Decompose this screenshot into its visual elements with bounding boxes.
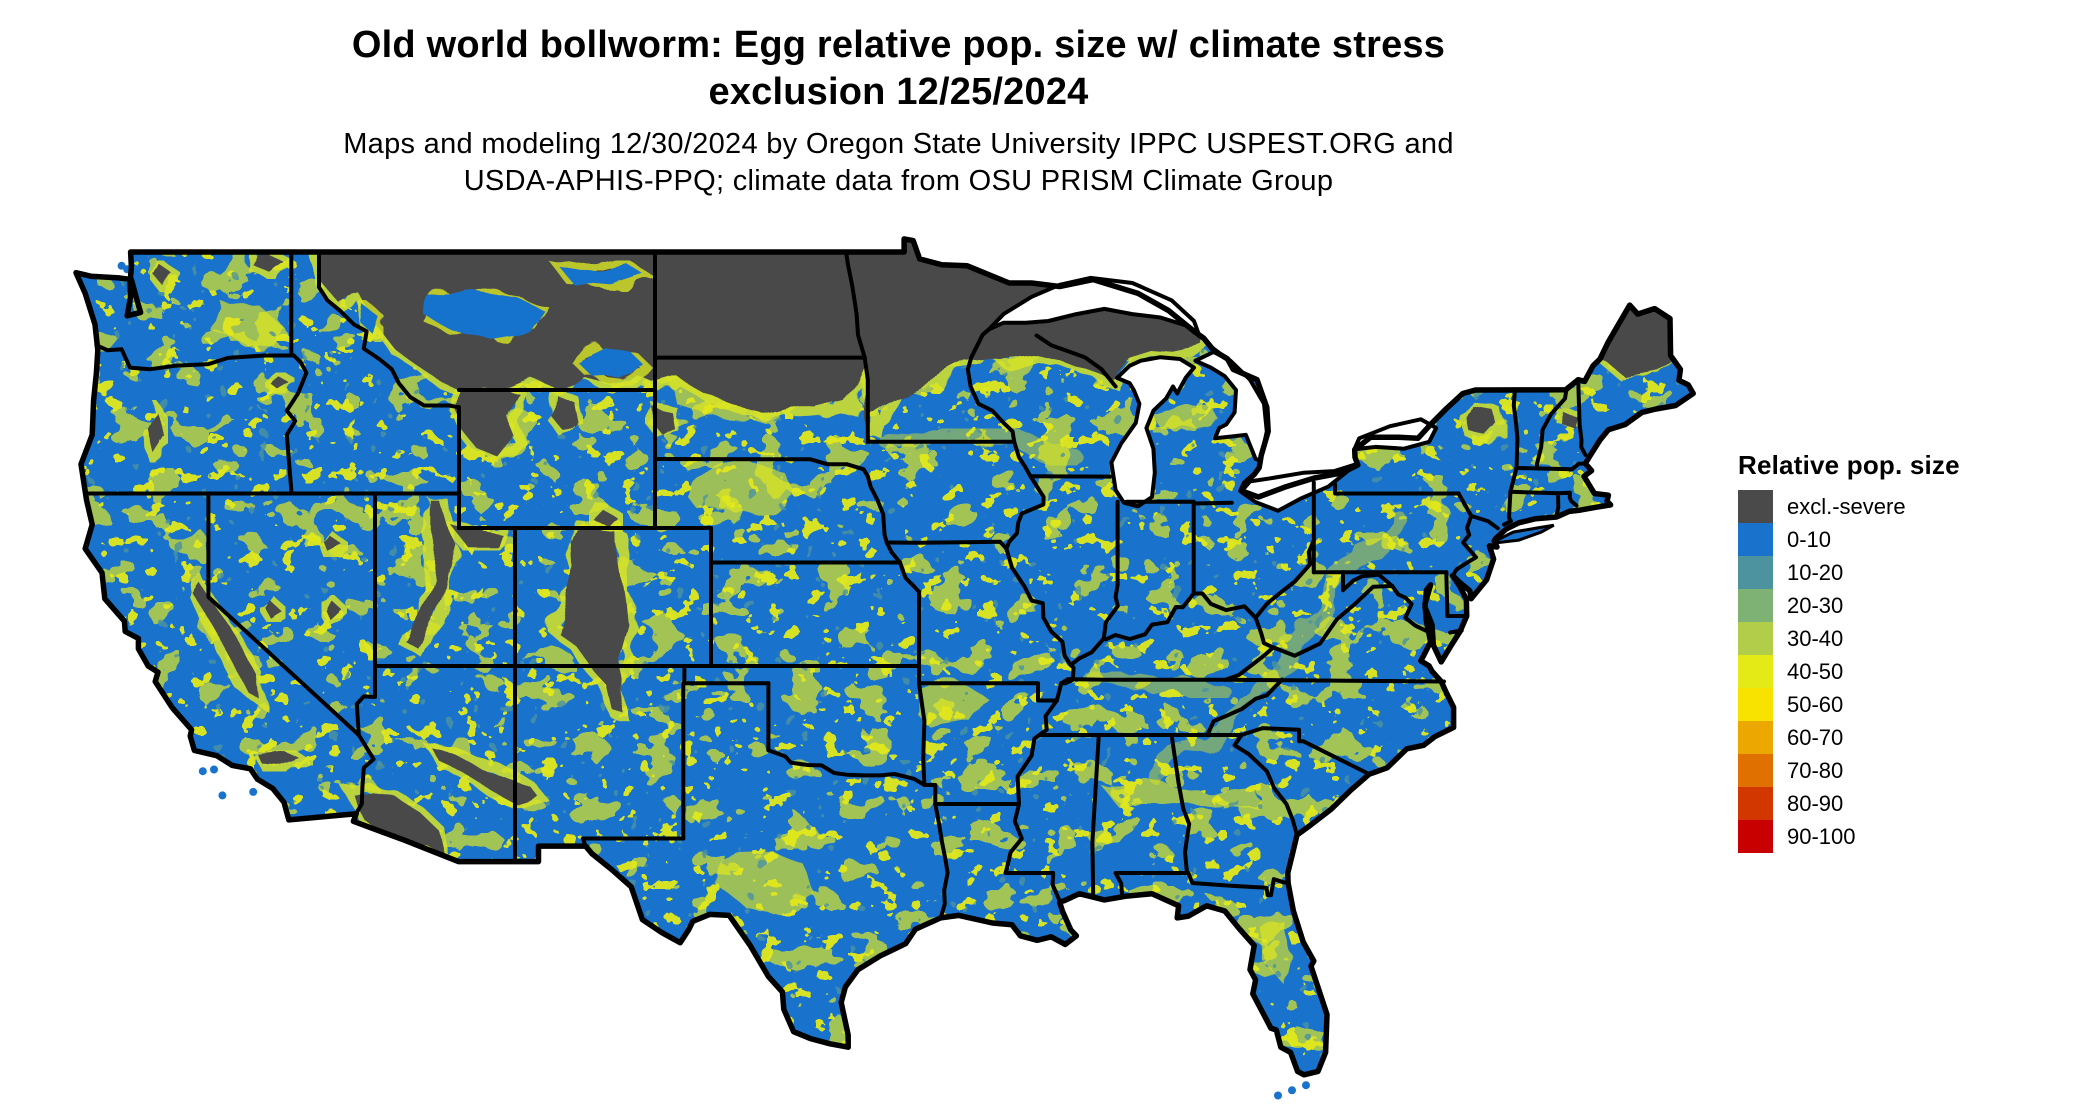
- legend-label: 40-50: [1787, 659, 1844, 684]
- map-title-line2: exclusion 12/25/2024: [708, 71, 1089, 113]
- legend-swatch: [1738, 820, 1773, 853]
- legend-swatch: [1738, 490, 1773, 523]
- map-subtitle-line2: USDA-APHIS-PPQ; climate data from OSU PR…: [463, 165, 1334, 197]
- legend-swatch: [1738, 787, 1773, 820]
- legend-item: 60-70: [1738, 721, 2088, 754]
- legend-swatch: [1738, 688, 1773, 721]
- legend-title: Relative pop. size: [1738, 450, 1960, 480]
- legend-label: 90-100: [1787, 824, 1856, 849]
- legend-label: 60-70: [1787, 725, 1844, 750]
- legend-item: 0-10: [1738, 523, 2088, 556]
- legend-label: 20-30: [1787, 593, 1844, 618]
- legend-item: 30-40: [1738, 622, 2088, 655]
- legend-rows: excl.-severe 0-10 10-20 20-30 30-40 40-50 50-6…: [1738, 490, 2088, 853]
- legend-item: 80-90: [1738, 787, 2088, 820]
- state-borders-layer: [84, 250, 1588, 920]
- legend-item: 20-30: [1738, 589, 2088, 622]
- legend-swatch: [1738, 523, 1773, 556]
- islands-layer: [117, 261, 1310, 1100]
- legend: Relative pop. size excl.-severe 0-10 10-20…: [1738, 450, 2088, 853]
- legend-item: 40-50: [1738, 655, 2088, 688]
- legend-label: 10-20: [1787, 560, 1844, 585]
- legend-label: 70-80: [1787, 758, 1844, 783]
- legend-swatch: [1738, 556, 1773, 589]
- map-subtitle: Maps and modeling 12/30/2024 by Oregon S…: [0, 126, 1797, 200]
- map-title-line1: Old world bollworm: Egg relative pop. si…: [351, 24, 1446, 66]
- legend-label: 80-90: [1787, 791, 1844, 816]
- legend-item: 50-60: [1738, 688, 2088, 721]
- legend-swatch: [1738, 655, 1773, 688]
- legend-swatch: [1738, 721, 1773, 754]
- legend-label: excl.-severe: [1787, 494, 1906, 519]
- legend-item: excl.-severe: [1738, 490, 2088, 523]
- legend-swatch: [1738, 622, 1773, 655]
- exclusion-regions-layer: [140, 238, 1677, 865]
- conus-outline: [73, 236, 1696, 1078]
- legend-swatch: [1738, 589, 1773, 622]
- legend-label: 0-10: [1787, 527, 1832, 552]
- legend-label: 30-40: [1787, 626, 1844, 651]
- legend-swatch: [1738, 754, 1773, 787]
- legend-label: 50-60: [1787, 692, 1844, 717]
- legend-item: 70-80: [1738, 754, 2088, 787]
- legend-item: 10-20: [1738, 556, 2088, 589]
- map-title: Old world bollworm: Egg relative pop. si…: [0, 22, 1797, 116]
- map-subtitle-line1: Maps and modeling 12/30/2024 by Oregon S…: [343, 128, 1454, 160]
- legend-item: 90-100: [1738, 820, 2088, 853]
